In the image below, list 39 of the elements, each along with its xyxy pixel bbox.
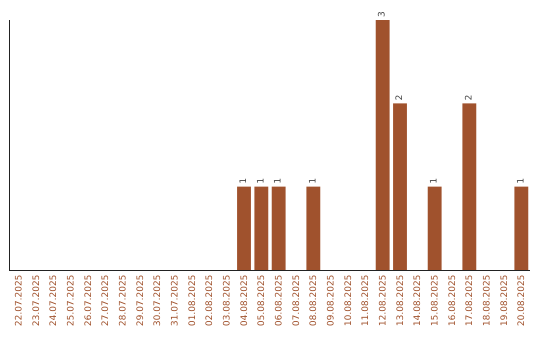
- data-label: 2: [395, 94, 405, 100]
- x-tick-label: 04.08.2025: [240, 274, 250, 326]
- x-tick-label: 29.07.2025: [136, 274, 146, 326]
- x-tick-label: 03.08.2025: [222, 274, 233, 326]
- x-tick-label: 26.07.2025: [84, 274, 94, 326]
- x-tick-label: 30.07.2025: [153, 274, 164, 326]
- x-tick-label: 18.08.2025: [482, 274, 493, 326]
- x-tick-label: 27.07.2025: [101, 274, 112, 326]
- data-label: 1: [308, 178, 318, 184]
- x-tick-label: 08.08.2025: [309, 274, 320, 326]
- x-tick-label: 25.07.2025: [66, 274, 77, 326]
- data-label: 2: [464, 94, 474, 100]
- x-tick-label: 19.08.2025: [500, 274, 510, 326]
- x-tick-label: 17.08.2025: [465, 274, 476, 326]
- x-tick-label: 24.07.2025: [49, 274, 60, 326]
- x-tick-label: 07.08.2025: [292, 274, 302, 326]
- x-tick-label: 11.08.2025: [361, 274, 372, 326]
- data-label: 1: [256, 178, 266, 184]
- data-label: 1: [516, 178, 526, 184]
- x-tick-label: 02.08.2025: [205, 274, 216, 326]
- x-tick-label: 06.08.2025: [274, 274, 285, 326]
- x-tick-label: 23.07.2025: [32, 274, 42, 326]
- x-tick-label: 10.08.2025: [344, 274, 354, 326]
- x-tick-label: 09.08.2025: [326, 274, 337, 326]
- x-tick-label: 01.08.2025: [188, 274, 198, 326]
- x-tick-label: 22.07.2025: [14, 274, 25, 326]
- x-tick-label: 13.08.2025: [396, 274, 406, 326]
- data-label: 1: [430, 178, 440, 184]
- x-tick-label: 14.08.2025: [413, 274, 424, 326]
- x-tick-label: 16.08.2025: [448, 274, 458, 326]
- data-label: 3: [378, 11, 388, 17]
- x-tick-label: 15.08.2025: [430, 274, 441, 326]
- x-tick-label: 31.07.2025: [170, 274, 181, 326]
- data-label: 1: [274, 178, 284, 184]
- x-tick-label: 05.08.2025: [257, 274, 268, 326]
- x-tick-label: 12.08.2025: [378, 274, 389, 326]
- x-tick-label: 20.08.2025: [517, 274, 528, 326]
- x-tick-label: 28.07.2025: [118, 274, 129, 326]
- data-label: 1: [239, 178, 249, 184]
